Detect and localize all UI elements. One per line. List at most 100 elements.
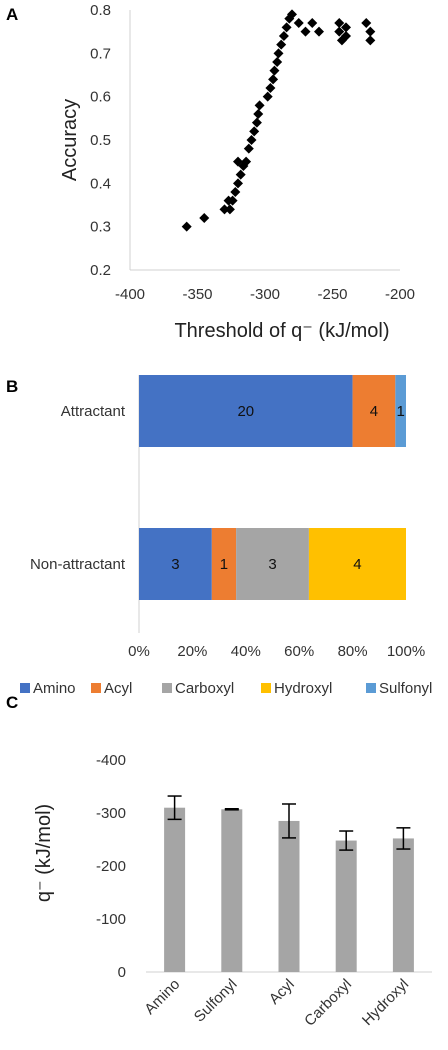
scatter-point xyxy=(300,26,311,37)
scatter-point xyxy=(230,187,241,197)
scatter-point xyxy=(249,126,260,137)
data-label: 4 xyxy=(370,403,378,420)
x-tick-label: -400 xyxy=(115,286,145,303)
scatter-point xyxy=(269,65,280,76)
x-tick-label: -350 xyxy=(182,286,212,303)
scatter-point xyxy=(365,35,376,46)
data-label: 20 xyxy=(237,403,254,420)
panel-label-a: A xyxy=(6,5,18,24)
y-tick-label: 0 xyxy=(118,964,126,981)
bar-segment-amino xyxy=(139,375,353,447)
legend-swatch xyxy=(162,683,172,693)
legend-label: Acyl xyxy=(104,680,132,697)
panel-label-c: C xyxy=(6,693,18,712)
bar xyxy=(392,838,414,972)
scatter-point xyxy=(272,57,283,67)
scatter-point xyxy=(253,109,264,119)
y-axis-title-a: Accuracy xyxy=(59,99,81,181)
data-label: 3 xyxy=(268,556,276,573)
scatter-point xyxy=(227,195,238,206)
data-label: 1 xyxy=(220,556,228,573)
data-label: 1 xyxy=(396,403,404,420)
x-tick-labels-b: 0% 20% 40% 60% 80% 100% xyxy=(128,643,425,660)
category-label: Amino xyxy=(141,976,183,1018)
x-tick-label: -300 xyxy=(250,286,280,303)
category-label: Carboxyl xyxy=(301,976,355,1030)
y-axis-title-c: q⁻ (kJ/mol) xyxy=(33,804,55,902)
legend-label: Sulfonyl xyxy=(379,680,432,697)
bar-segment-carboxyl xyxy=(236,528,309,600)
scatter-point xyxy=(276,39,287,50)
scatter-point xyxy=(243,143,254,154)
x-tick-label: 60% xyxy=(284,643,314,660)
y-tick-label: 0.6 xyxy=(90,89,111,106)
scatter-point xyxy=(219,204,230,215)
y-tick-label: 0.5 xyxy=(90,132,111,149)
scatter-point xyxy=(314,26,324,37)
scatter-point xyxy=(365,26,376,37)
category-labels-c: Amino Sulfonyl Acyl Carboxyl Hydroxyl xyxy=(141,976,412,1030)
y-tick-label: 0.4 xyxy=(90,175,111,192)
x-tick-label: 20% xyxy=(177,643,207,660)
scatter-point xyxy=(265,83,276,93)
x-tick-label: 40% xyxy=(231,643,261,660)
x-tick-label: 100% xyxy=(387,643,425,660)
scatter-point xyxy=(334,26,345,37)
x-tick-label: -200 xyxy=(385,286,415,303)
legend-swatch xyxy=(366,683,376,693)
category-label: Hydroxyl xyxy=(359,976,412,1029)
legend-label: Carboxyl xyxy=(175,680,234,697)
category-label: Sulfonyl xyxy=(191,976,241,1026)
panel-label-b: B xyxy=(6,377,18,396)
y-tick-label: 0.8 xyxy=(90,2,111,19)
x-tick-label: 0% xyxy=(128,643,150,660)
bar xyxy=(221,809,243,972)
legend-swatch xyxy=(261,683,271,693)
y-tick-label: -400 xyxy=(96,752,126,769)
y-tick-label: -100 xyxy=(96,911,126,928)
bars-c xyxy=(164,795,414,972)
category-labels-b: Attractant Non-attractant xyxy=(30,403,126,573)
category-label: Non-attractant xyxy=(30,556,126,573)
legend-label: Amino xyxy=(33,680,76,697)
scatter-point xyxy=(361,18,372,28)
y-tick-label: -200 xyxy=(96,858,126,875)
scatter-point xyxy=(287,9,297,20)
bar-segment-amino xyxy=(139,528,212,600)
data-label: 4 xyxy=(353,556,361,573)
y-tick-label: 0.7 xyxy=(90,45,111,62)
scatter-point xyxy=(341,31,351,41)
bar xyxy=(164,807,186,972)
scatter-point xyxy=(281,22,292,33)
legend: Amino Acyl Carboxyl Hydroxyl Sulfonyl xyxy=(20,680,432,697)
bar-segment-hydroxyl xyxy=(308,528,406,600)
scatter-point xyxy=(224,204,235,215)
category-label: Attractant xyxy=(61,403,126,420)
stacked-bars: 20 4 1 3 1 3 4 xyxy=(139,375,406,600)
legend-label: Hydroxyl xyxy=(274,680,332,697)
category-label: Acyl xyxy=(266,976,298,1008)
bar xyxy=(278,820,300,972)
scatter-point xyxy=(334,18,345,28)
panel-a: A 0.2 0.3 0.4 0.5 0.6 0.7 0.8 -400 -350 -300 -250… xyxy=(6,2,415,342)
panel-c: C 0 -100 -200 -300 -400 Amino Sulfonyl Acyl Car… xyxy=(6,693,432,1030)
bar xyxy=(335,840,357,972)
y-tick-label: -300 xyxy=(96,805,126,822)
x-tick-labels-a: -400 -350 -300 -250 -200 xyxy=(115,286,415,303)
scatter-point xyxy=(293,18,304,28)
x-tick-label: -250 xyxy=(317,286,347,303)
scatter-point xyxy=(199,213,210,223)
bar-segment-sulfonyl xyxy=(395,375,406,447)
scatter-point xyxy=(235,169,246,180)
bar-segment-acyl xyxy=(211,528,237,600)
scatter-points xyxy=(181,9,376,232)
y-tick-label: 0.2 xyxy=(90,262,111,279)
y-tick-labels-c: 0 -100 -200 -300 -400 xyxy=(96,752,126,981)
scatter-point xyxy=(284,13,295,24)
legend-swatch xyxy=(91,683,101,693)
panel-b: B 20 4 1 3 1 3 4 Attractant Non-attractant 0% 20… xyxy=(6,375,432,697)
scatter-point xyxy=(262,91,273,102)
scatter-point xyxy=(246,135,257,145)
scatter-point xyxy=(341,22,351,33)
